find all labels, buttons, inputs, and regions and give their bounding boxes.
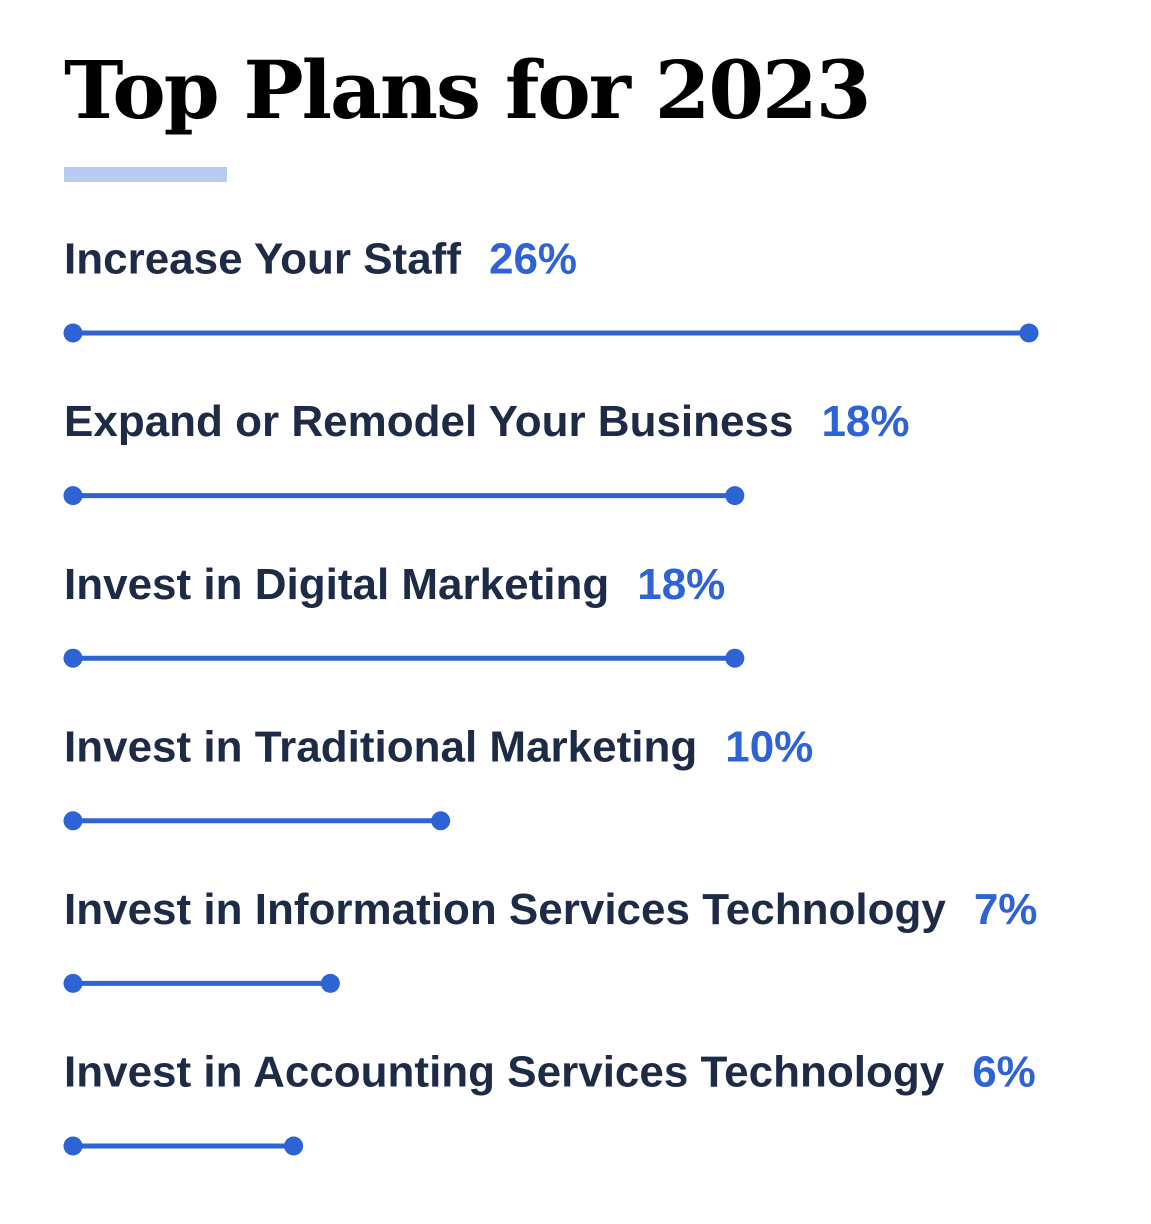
bar-end-dot: [284, 1136, 304, 1156]
bar-start-dot: [63, 648, 83, 668]
category-label: Invest in Information Services Technolog…: [64, 885, 946, 934]
bar-start-dot: [63, 973, 83, 993]
category-label: Increase Your Staff: [64, 235, 461, 284]
bar-row: Invest in Traditional Marketing 10%: [63, 722, 813, 831]
value-label: 18%: [637, 560, 725, 609]
value-label: 10%: [725, 722, 813, 771]
value-label: 18%: [821, 397, 909, 446]
bar-row: Invest in Information Services Technolog…: [63, 885, 1038, 993]
value-label: 7%: [974, 885, 1038, 934]
category-label: Expand or Remodel Your Business: [64, 397, 793, 446]
bar-row: Invest in Digital Marketing 18%: [63, 560, 745, 668]
category-label: Invest in Traditional Marketing: [64, 722, 697, 771]
bar-start-dot: [63, 323, 83, 343]
bar-end-dot: [320, 973, 340, 993]
bar-end-dot: [725, 648, 745, 668]
chart-title: Top Plans for 2023: [64, 43, 871, 137]
category-label: Invest in Accounting Services Technology: [64, 1048, 945, 1097]
bar-row: Expand or Remodel Your Business 18%: [63, 397, 910, 506]
bar-start-dot: [63, 1136, 83, 1156]
category-label: Invest in Digital Marketing: [64, 560, 609, 609]
title-underline: [64, 167, 227, 182]
bar-start-dot: [63, 486, 83, 506]
value-label: 6%: [972, 1048, 1036, 1097]
bar-end-dot: [431, 811, 451, 831]
bar-end-dot: [1019, 323, 1039, 343]
bar-start-dot: [63, 811, 83, 831]
bar-row: Invest in Accounting Services Technology…: [63, 1048, 1036, 1156]
bar-row: Increase Your Staff 26%: [63, 235, 1039, 343]
value-label: 26%: [489, 235, 577, 284]
bar-end-dot: [725, 486, 745, 506]
